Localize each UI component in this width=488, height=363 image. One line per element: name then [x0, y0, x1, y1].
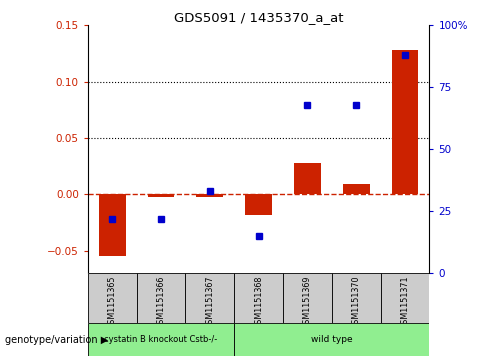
Bar: [234, 323, 429, 356]
Text: GSM1151365: GSM1151365: [108, 276, 117, 329]
Bar: [88, 323, 234, 356]
Text: cystatin B knockout Cstb-/-: cystatin B knockout Cstb-/-: [104, 335, 218, 344]
Bar: [294, 163, 321, 194]
Bar: [391, 50, 418, 194]
Text: GSM1151367: GSM1151367: [205, 276, 214, 329]
Bar: [332, 273, 381, 323]
Text: GSM1151368: GSM1151368: [254, 276, 263, 329]
Bar: [99, 194, 125, 256]
Bar: [245, 194, 272, 215]
Text: GSM1151369: GSM1151369: [303, 276, 312, 329]
Bar: [196, 194, 223, 197]
Bar: [137, 273, 185, 323]
Text: wild type: wild type: [311, 335, 353, 344]
Text: GSM1151366: GSM1151366: [157, 276, 165, 329]
Bar: [283, 273, 332, 323]
Text: genotype/variation ▶: genotype/variation ▶: [5, 335, 108, 344]
Bar: [381, 273, 429, 323]
Bar: [88, 273, 137, 323]
Title: GDS5091 / 1435370_a_at: GDS5091 / 1435370_a_at: [174, 11, 344, 24]
Bar: [147, 194, 174, 197]
Text: GSM1151370: GSM1151370: [352, 276, 361, 329]
Bar: [343, 184, 369, 194]
Bar: [234, 273, 283, 323]
Bar: [185, 273, 234, 323]
Text: GSM1151371: GSM1151371: [401, 276, 409, 329]
